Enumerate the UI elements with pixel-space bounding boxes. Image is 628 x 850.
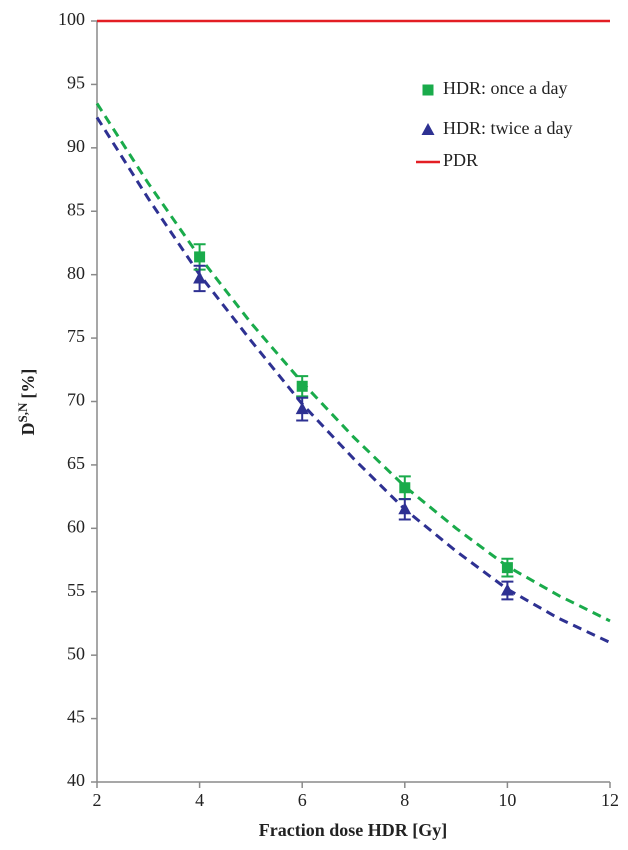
x-tick-label: 8	[400, 790, 409, 810]
fit-curve	[95, 116, 611, 644]
x-tick-label: 4	[195, 790, 204, 810]
x-tick-label: 12	[601, 790, 619, 810]
y-tick-label: 45	[67, 707, 85, 727]
y-tick-label: 95	[67, 73, 85, 93]
y-tick-label: 75	[67, 326, 85, 346]
y-tick-label: 40	[67, 770, 85, 790]
legend-label: HDR: once a day	[443, 78, 567, 98]
y-tick-label: 90	[67, 136, 85, 156]
y-label-unit: [%]	[18, 369, 38, 399]
y-tick-label: 80	[67, 263, 85, 283]
y-tick-label: 100	[58, 9, 85, 29]
y-label-base: D	[18, 422, 38, 435]
y-tick-label: 85	[67, 199, 85, 219]
marker-triangle	[500, 583, 514, 596]
x-tick-label: 6	[298, 790, 307, 810]
y-tick-label: 55	[67, 580, 85, 600]
marker-square	[194, 251, 206, 263]
x-axis-label: Fraction dose HDR [Gy]	[259, 820, 447, 840]
marker-square	[501, 562, 513, 574]
legend-marker	[422, 84, 434, 96]
x-tick-label: 2	[93, 790, 102, 810]
marker-triangle	[193, 271, 207, 284]
y-axis-label: DS,N [%]	[15, 369, 38, 436]
legend-label: HDR: twice a day	[443, 118, 572, 138]
y-tick-label: 70	[67, 390, 85, 410]
y-tick-label: 50	[67, 643, 85, 663]
y-tick-label: 60	[67, 516, 85, 536]
marker-square	[296, 380, 308, 392]
marker-triangle	[295, 402, 309, 415]
y-label-sup: S,N	[15, 402, 30, 422]
marker-triangle	[398, 502, 412, 515]
legend-label: PDR	[443, 150, 478, 170]
legend-marker	[421, 123, 435, 135]
y-tick-label: 65	[67, 453, 85, 473]
x-tick-label: 10	[498, 790, 516, 810]
fit-curve	[95, 102, 611, 623]
marker-square	[399, 482, 411, 494]
